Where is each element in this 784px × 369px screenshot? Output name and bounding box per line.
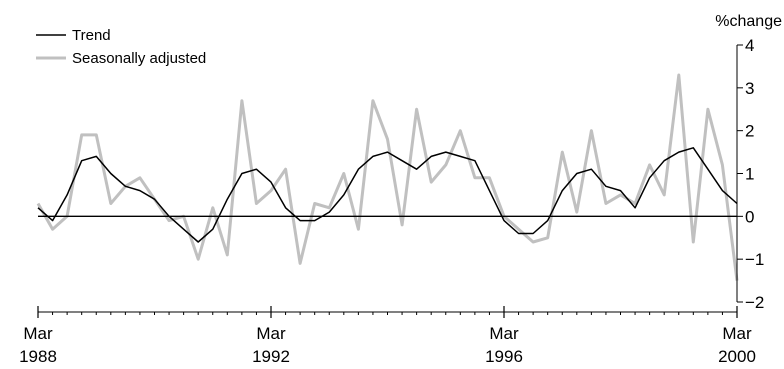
y-tick-label: 2 [745,122,754,141]
legend: Trend Seasonally adjusted [36,27,206,67]
y-tick-label: −2 [745,293,764,312]
y-tick-label: −1 [745,250,764,269]
x-tick-label-year: 1996 [485,347,523,366]
y-tick-label: 1 [745,165,754,184]
y-axis-unit-label: %change [715,13,782,30]
legend-label-trend: Trend [72,27,111,44]
legend-label-seasonally-adjusted: Seasonally adjusted [72,50,206,67]
x-tick-label-month: Mar [722,324,752,343]
x-tick-label-year: 2000 [718,347,756,366]
x-tick-label-month: Mar [489,324,519,343]
y-tick-label: 0 [745,207,754,226]
series-layer [36,73,739,281]
series-line-seasonally-adjusted [36,73,739,281]
x-tick-label-year: 1992 [252,347,290,366]
x-tick-label-month: Mar [256,324,286,343]
axis-layer: 4 3 2 1 0 −1 −2 Mar 1988 Mar 1992 Mar 1996 Mar 2000 [19,36,764,366]
y-tick-label: 3 [745,79,754,98]
x-tick-label-month: Mar [23,324,53,343]
x-tick-label-year: 1988 [19,347,57,366]
series-line-trend [37,147,738,243]
y-tick-label: 4 [745,36,754,55]
